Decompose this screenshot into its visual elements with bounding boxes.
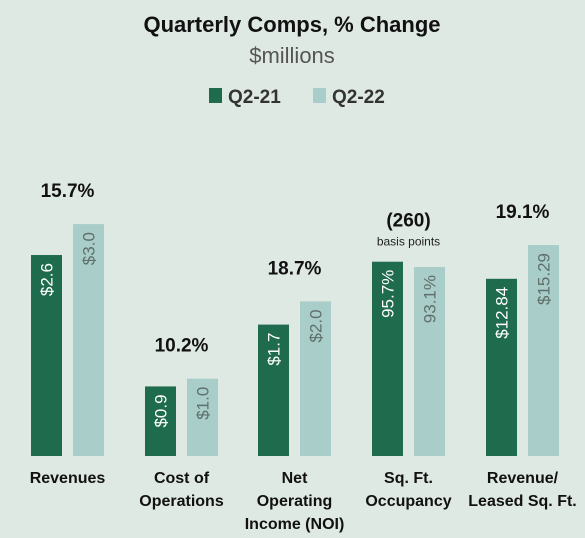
bar-q2-21 <box>258 324 289 456</box>
bar-q2-22 <box>300 301 331 456</box>
change-unit-note: basis points <box>377 235 440 249</box>
category-label: Sq. Ft. <box>384 470 433 487</box>
category-label: Operating <box>257 493 333 510</box>
bar-q2-21 <box>486 278 517 456</box>
bar-q2-22 <box>528 244 559 456</box>
bar-value-label: $15.29 <box>535 253 554 305</box>
percent-change-label: 15.7% <box>41 181 95 202</box>
bar-value-label: $1.0 <box>194 387 213 420</box>
bar-value-label: $12.84 <box>493 287 512 339</box>
category-label: Revenue/ <box>487 470 559 487</box>
category-label: Revenues <box>30 470 106 487</box>
bar-value-label: $2.0 <box>307 309 326 342</box>
bar-q2-22 <box>187 378 218 456</box>
bar-value-label: $2.6 <box>38 263 57 296</box>
legend-label-q2-22: Q2-22 <box>332 87 385 108</box>
bar-value-label: $3.0 <box>80 232 99 265</box>
chart-subtitle: $millions <box>249 43 335 68</box>
percent-change-label: 18.7% <box>268 258 322 279</box>
plot-area: $2.6 $3.0 15.7% Revenues $0.9 $1.0 10.2% Cost o… <box>30 181 577 533</box>
category-label: Operations <box>139 493 224 510</box>
category-label: Cost of <box>154 470 210 487</box>
category-label: Income (NOI) <box>245 516 345 533</box>
bar-q2-21 <box>372 261 403 456</box>
bar-value-label: 93.1% <box>421 275 440 323</box>
chart-title: Quarterly Comps, % Change <box>143 12 440 37</box>
bar-value-label: $0.9 <box>152 394 171 427</box>
category-label: Occupancy <box>365 493 451 510</box>
percent-change-label: 19.1% <box>496 202 550 223</box>
bar-q2-22 <box>73 224 104 456</box>
bar-value-label: $1.7 <box>265 333 284 366</box>
category-label: Net <box>282 470 308 487</box>
bar-q2-22 <box>414 267 445 456</box>
bar-value-label: 95.7% <box>379 270 398 318</box>
bar-q2-21 <box>31 255 62 456</box>
category-label: Leased Sq. Ft. <box>468 493 576 510</box>
percent-change-label: 10.2% <box>155 336 209 357</box>
legend-swatch-q2-22 <box>313 88 326 103</box>
bar-q2-21 <box>145 386 176 456</box>
percent-change-label: (260) <box>386 211 430 232</box>
legend-label-q2-21: Q2-21 <box>228 87 281 108</box>
legend-swatch-q2-21 <box>209 88 222 103</box>
